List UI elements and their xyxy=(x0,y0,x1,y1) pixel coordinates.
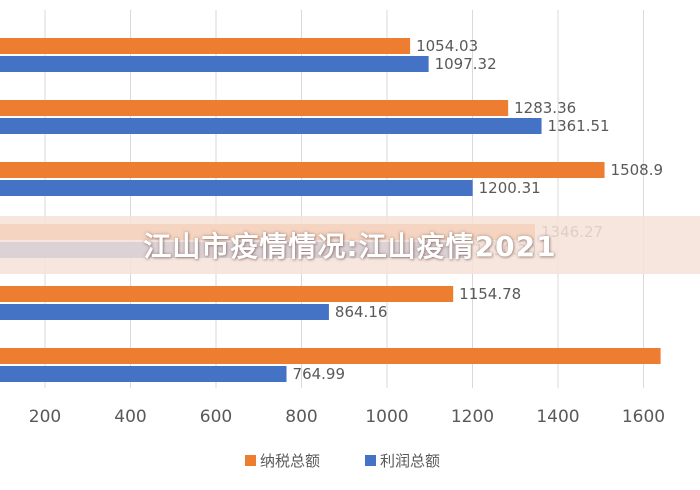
legend-label: 利润总额 xyxy=(380,452,440,470)
tick-label: 1200 xyxy=(451,407,494,427)
bar-profit xyxy=(0,180,473,196)
data-label: 1054.03 xyxy=(416,37,478,55)
tick-label: 800 xyxy=(285,407,317,427)
data-label: 1154.78 xyxy=(459,285,521,303)
bar-tax xyxy=(0,38,411,54)
title-banner: 江山市疫情情况:江山疫情2021 xyxy=(0,216,700,274)
data-label: 1361.51 xyxy=(548,117,610,135)
legend-swatch xyxy=(365,455,376,466)
data-label: 1508.9 xyxy=(611,161,664,179)
legend-swatch xyxy=(245,455,256,466)
data-label: 864.16 xyxy=(335,303,388,321)
tick-label: 400 xyxy=(114,407,146,427)
tick-label: 1600 xyxy=(622,407,665,427)
bar-profit xyxy=(0,304,329,320)
bar-tax xyxy=(0,348,661,364)
data-label: 1200.31 xyxy=(479,179,541,197)
tick-label: 1000 xyxy=(365,407,408,427)
data-label: 1097.32 xyxy=(435,55,497,73)
data-label: 1283.36 xyxy=(514,99,576,117)
tick-label: 200 xyxy=(29,407,61,427)
tick-label: 600 xyxy=(200,407,232,427)
banner-text: 江山市疫情情况:江山疫情2021 xyxy=(143,230,557,263)
tick-label: 1400 xyxy=(536,407,579,427)
bar-tax xyxy=(0,286,454,302)
data-label: 764.99 xyxy=(293,365,346,383)
legend-label: 纳税总额 xyxy=(260,452,320,470)
bar-tax xyxy=(0,100,509,116)
bar-tax xyxy=(0,162,605,178)
bar-profit xyxy=(0,118,542,134)
bar-profit xyxy=(0,366,287,382)
bar-profit xyxy=(0,56,429,72)
